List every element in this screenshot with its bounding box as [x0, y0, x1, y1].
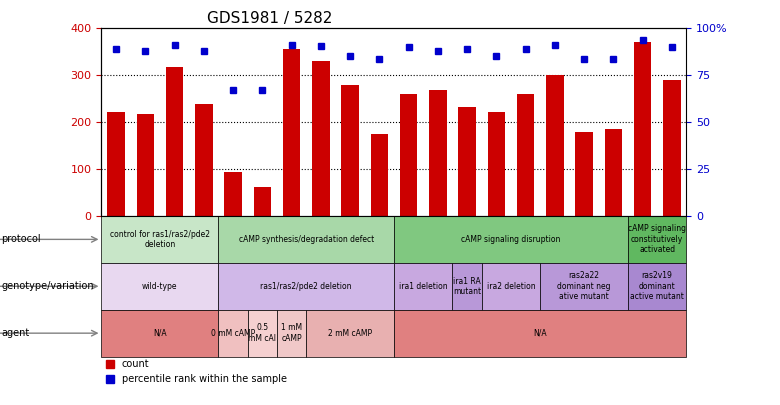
Bar — [633, 43, 651, 216]
Text: 2 mM cAMP: 2 mM cAMP — [328, 329, 372, 338]
Text: genotype/variation: genotype/variation — [2, 281, 94, 291]
Bar — [277, 310, 306, 357]
Bar — [218, 216, 394, 263]
Bar — [136, 114, 154, 216]
Bar — [195, 104, 212, 216]
Bar — [459, 107, 476, 216]
Bar — [218, 310, 248, 357]
Text: 0.5
mM cAl: 0.5 mM cAl — [248, 324, 276, 343]
Bar — [394, 310, 686, 357]
Bar — [429, 90, 446, 216]
Bar — [516, 94, 534, 216]
Bar — [576, 132, 593, 216]
Bar — [306, 310, 394, 357]
Bar — [165, 67, 183, 216]
Bar — [540, 263, 628, 310]
Bar — [394, 216, 628, 263]
Text: protocol: protocol — [2, 234, 41, 244]
Text: ira1 deletion: ira1 deletion — [399, 282, 448, 291]
Bar — [488, 112, 505, 216]
Bar — [663, 80, 680, 216]
Bar — [225, 172, 242, 216]
Bar — [218, 263, 394, 310]
Text: cAMP signaling disruption: cAMP signaling disruption — [461, 235, 561, 244]
Text: ira1 RA
mutant: ira1 RA mutant — [453, 277, 481, 296]
Text: agent: agent — [2, 328, 30, 338]
Text: control for ras1/ras2/pde2
deletion: control for ras1/ras2/pde2 deletion — [110, 230, 210, 249]
Bar — [282, 49, 300, 216]
Text: ras2a22
dominant neg
ative mutant: ras2a22 dominant neg ative mutant — [557, 271, 611, 301]
Text: N/A: N/A — [153, 329, 167, 338]
Bar — [101, 216, 218, 263]
Text: ira2 deletion: ira2 deletion — [487, 282, 535, 291]
Bar — [604, 129, 622, 216]
Text: percentile rank within the sample: percentile rank within the sample — [122, 374, 287, 384]
Bar — [628, 263, 686, 310]
Bar — [312, 61, 329, 216]
Text: wild-type: wild-type — [142, 282, 178, 291]
Bar — [399, 94, 417, 216]
Bar — [342, 85, 359, 216]
Text: 0 mM cAMP: 0 mM cAMP — [211, 329, 255, 338]
Bar — [101, 310, 218, 357]
Text: count: count — [122, 359, 150, 369]
Text: ras2v19
dominant
active mutant: ras2v19 dominant active mutant — [630, 271, 684, 301]
Bar — [108, 112, 125, 216]
Bar — [452, 263, 481, 310]
Bar — [248, 310, 277, 357]
Text: cAMP synthesis/degradation defect: cAMP synthesis/degradation defect — [239, 235, 374, 244]
Bar — [101, 263, 218, 310]
Text: N/A: N/A — [534, 329, 547, 338]
Bar — [394, 263, 452, 310]
Bar — [370, 134, 388, 216]
Bar — [481, 263, 540, 310]
Text: GDS1981 / 5282: GDS1981 / 5282 — [207, 11, 332, 26]
Text: ras1/ras2/pde2 deletion: ras1/ras2/pde2 deletion — [261, 282, 352, 291]
Text: 1 mM
cAMP: 1 mM cAMP — [281, 324, 302, 343]
Bar — [628, 216, 686, 263]
Text: cAMP signaling
constitutively
activated: cAMP signaling constitutively activated — [628, 224, 686, 254]
Bar — [254, 187, 271, 216]
Bar — [546, 75, 563, 216]
